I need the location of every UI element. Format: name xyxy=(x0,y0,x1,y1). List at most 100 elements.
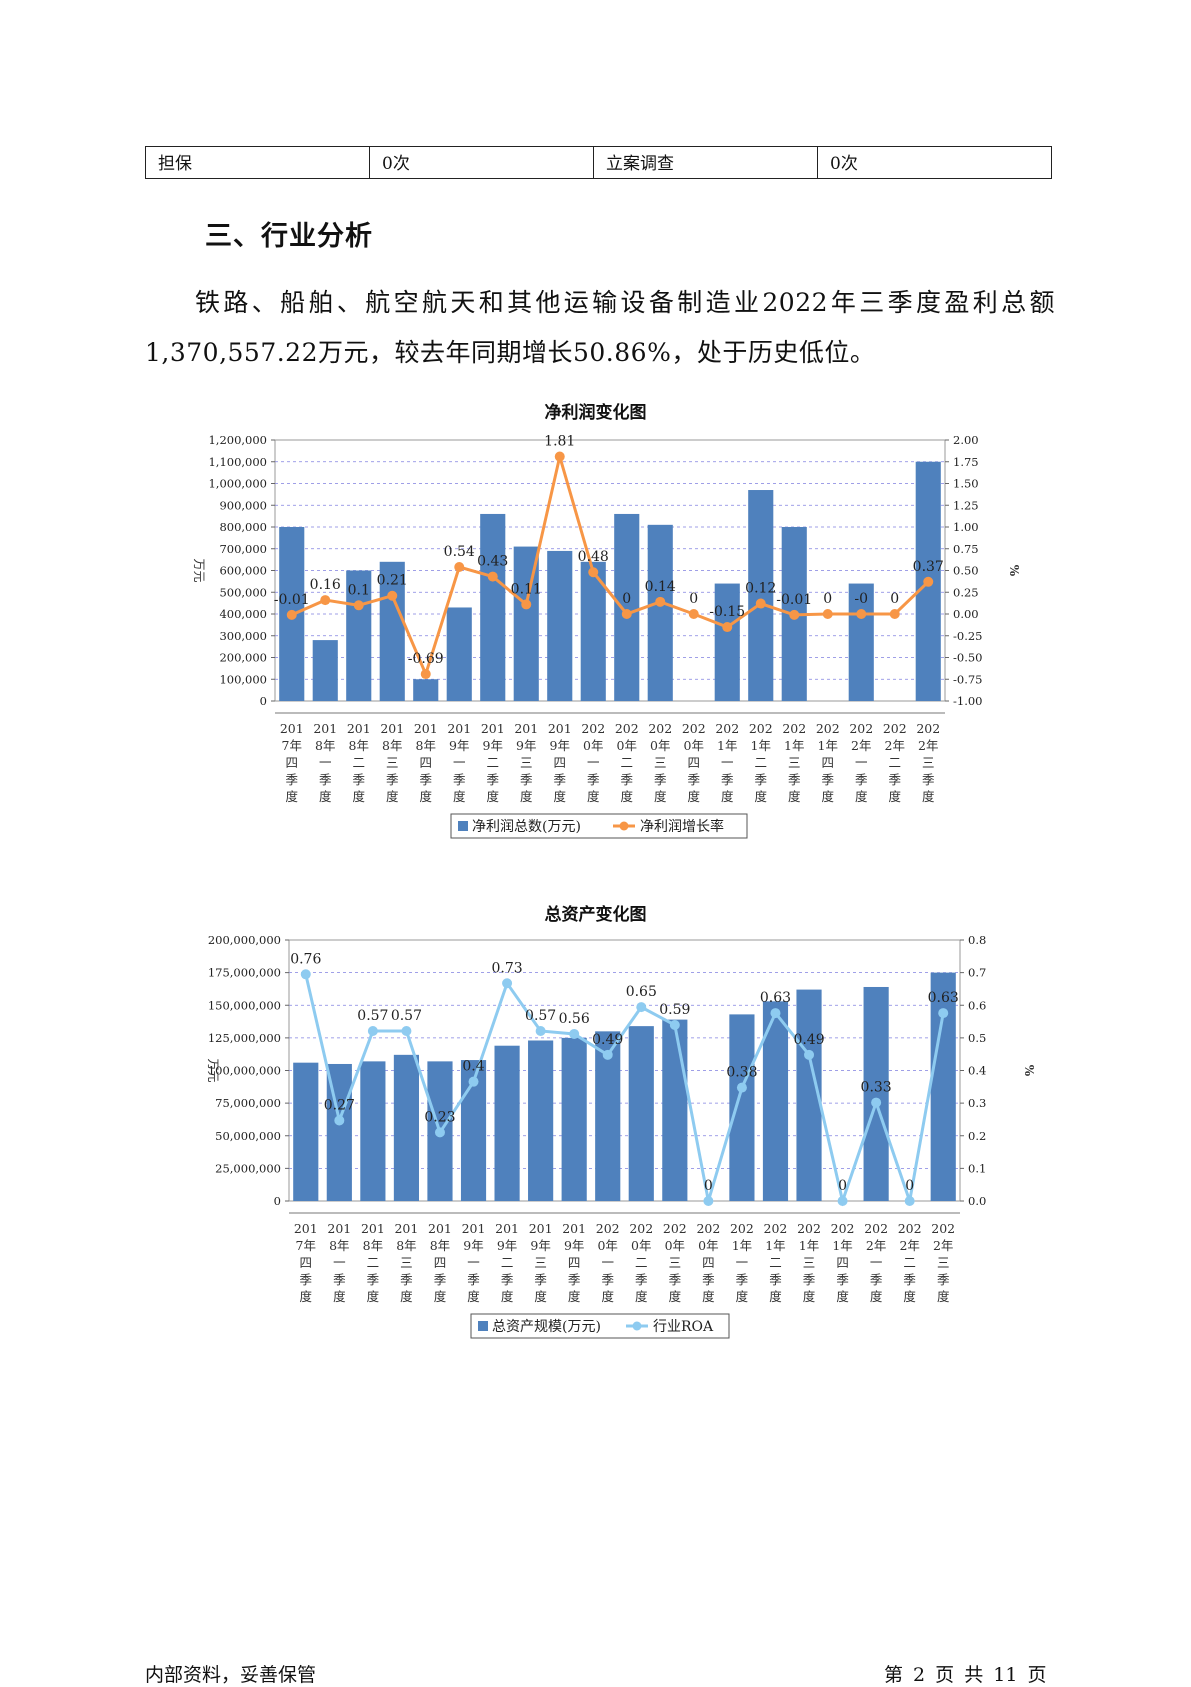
x-tick-label: 1年 xyxy=(732,1238,752,1253)
x-tick-label: 三 xyxy=(788,755,801,770)
bar xyxy=(393,1054,420,1201)
y2-tick-label: -0.75 xyxy=(953,672,983,686)
bar xyxy=(561,1037,587,1201)
y2-tick-label: 2.00 xyxy=(953,433,979,447)
x-tick-label: 9年 xyxy=(449,738,469,753)
x-tick-label: 二 xyxy=(352,755,365,770)
y-axis-label: 万元 xyxy=(192,558,206,582)
x-tick-label: 201 xyxy=(280,721,304,736)
data-label: 0.4 xyxy=(462,1059,484,1075)
y2-tick-label: 0.7 xyxy=(968,966,986,980)
x-tick-label: 度 xyxy=(702,1289,715,1304)
x-tick-label: 202 xyxy=(898,1221,922,1236)
bar xyxy=(379,561,405,701)
x-tick-label: 202 xyxy=(916,721,940,736)
legend-box xyxy=(470,1313,730,1339)
x-tick-label: 度 xyxy=(386,789,399,804)
footer-confidential: 内部资料，妥善保管 xyxy=(145,1664,317,1686)
data-label: 0 xyxy=(689,591,698,607)
x-tick-label: 8年 xyxy=(430,1238,450,1253)
x-tick-label: 季 xyxy=(620,772,633,787)
x-tick-label: 二 xyxy=(903,1255,916,1270)
line-point xyxy=(569,1028,580,1039)
x-tick-label: 202 xyxy=(663,1221,687,1236)
x-tick-label: 9年 xyxy=(483,738,503,753)
bar xyxy=(528,1040,554,1201)
x-tick-label: 度 xyxy=(937,1289,950,1304)
line-point xyxy=(521,599,532,610)
y2-axis-label: % xyxy=(1022,1065,1036,1077)
y-axis-label: 万元 xyxy=(206,1058,220,1082)
legend-bar-label: 总资产规模(万元) xyxy=(492,1319,601,1335)
bar xyxy=(930,972,956,1201)
x-tick-label: 1年 xyxy=(799,1238,819,1253)
x-tick-label: 季 xyxy=(836,1272,849,1287)
line-point xyxy=(669,1020,680,1031)
x-tick-label: 三 xyxy=(803,1255,816,1270)
x-tick-label: 201 xyxy=(414,721,438,736)
y-tick-label: 1,100,000 xyxy=(208,455,267,469)
x-tick-label: 2年 xyxy=(866,1238,886,1253)
y2-tick-label: -0.50 xyxy=(953,651,983,665)
x-tick-label: 201 xyxy=(428,1221,452,1236)
x-tick-label: 季 xyxy=(319,772,332,787)
x-tick-label: 二 xyxy=(367,1255,380,1270)
data-label: 0.21 xyxy=(377,573,408,589)
line-point xyxy=(655,596,666,607)
y-tick-label: 500,000 xyxy=(219,585,267,599)
data-label: 0 xyxy=(890,591,899,607)
x-tick-label: 9年 xyxy=(550,738,570,753)
x-tick-label: 四 xyxy=(285,755,298,770)
bar xyxy=(360,1061,386,1201)
x-tick-label: 度 xyxy=(501,1289,514,1304)
line-point xyxy=(353,600,364,611)
x-tick-label: 201 xyxy=(562,1221,586,1236)
x-tick-label: 度 xyxy=(620,789,633,804)
x-tick-label: 度 xyxy=(587,789,600,804)
x-tick-label: 季 xyxy=(803,1272,816,1287)
data-label: 0 xyxy=(838,1178,847,1194)
bar xyxy=(480,513,506,701)
x-tick-label: 2年 xyxy=(918,738,938,753)
data-label: -0 xyxy=(854,591,868,607)
x-tick-label: 201 xyxy=(380,721,404,736)
line-point xyxy=(588,567,599,578)
x-tick-label: 202 xyxy=(864,1221,888,1236)
y2-tick-label: 0.4 xyxy=(968,1064,986,1078)
data-label: 0.48 xyxy=(578,549,609,565)
x-tick-label: 0年 xyxy=(597,1238,617,1253)
y2-tick-label: 1.75 xyxy=(953,455,979,469)
x-tick-label: 季 xyxy=(870,1272,883,1287)
x-tick-label: 9年 xyxy=(516,738,536,753)
x-tick-label: 0年 xyxy=(631,1238,651,1253)
x-tick-label: 一 xyxy=(453,755,466,770)
x-tick-label: 度 xyxy=(300,1289,313,1304)
x-tick-label: 季 xyxy=(821,772,834,787)
x-tick-label: 202 xyxy=(849,721,873,736)
x-tick-label: 四 xyxy=(553,755,566,770)
x-tick-label: 度 xyxy=(453,789,466,804)
x-tick-label: 度 xyxy=(669,1289,682,1304)
x-tick-label: 1年 xyxy=(784,738,804,753)
x-tick-label: 一 xyxy=(721,755,734,770)
x-tick-label: 度 xyxy=(687,789,700,804)
x-tick-label: 一 xyxy=(333,1255,346,1270)
line-point xyxy=(822,609,833,619)
bar xyxy=(614,513,640,701)
bar xyxy=(748,490,774,701)
y-tick-label: 800,000 xyxy=(219,520,267,534)
x-tick-label: 度 xyxy=(903,1289,916,1304)
x-tick-label: 0年 xyxy=(665,1238,685,1253)
x-tick-label: 202 xyxy=(816,721,840,736)
x-tick-label: 季 xyxy=(333,1272,346,1287)
bar xyxy=(446,607,472,701)
x-tick-label: 度 xyxy=(333,1289,346,1304)
line-point xyxy=(755,598,766,609)
y-tick-label: 0 xyxy=(260,694,267,708)
line-point xyxy=(703,1196,714,1206)
bar xyxy=(714,583,740,701)
line-point xyxy=(286,609,297,620)
line-point xyxy=(387,590,398,601)
line-point xyxy=(688,609,699,619)
info-table: 担保 0次 立案调查 0次 xyxy=(145,146,1052,179)
